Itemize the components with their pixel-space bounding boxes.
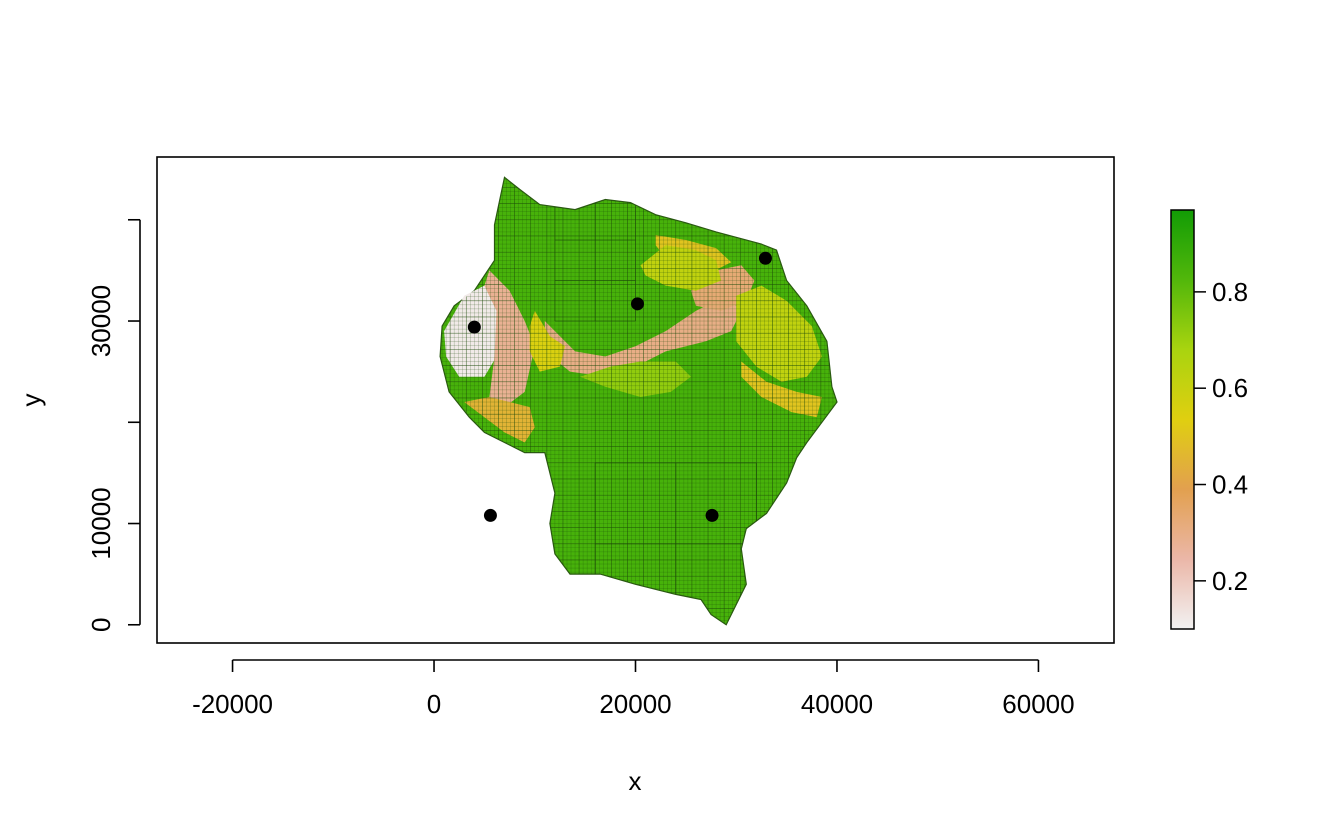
plot-frame: [156, 156, 1115, 644]
y-axis: 0 10000 30000: [86, 218, 141, 632]
legend-colorbar: [1170, 209, 1195, 630]
x-axis: -20000 0 20000 40000 60000: [192, 659, 1075, 719]
x-axis-title: x: [629, 766, 642, 796]
x-tick-label: -20000: [192, 689, 273, 719]
plot-area: [156, 156, 1115, 644]
x-tick-label: 0: [427, 689, 441, 719]
point-markers: [467, 251, 772, 522]
point-marker: [705, 508, 719, 522]
point-marker: [483, 508, 497, 522]
raster-region-8: [736, 285, 822, 382]
raster-region-7: [741, 361, 822, 418]
x-tick-label: 40000: [801, 689, 873, 719]
legend-tick-label: 0.6: [1212, 373, 1248, 403]
legend-tick-label: 0.8: [1212, 277, 1248, 307]
raster-regions: [439, 176, 838, 626]
legend-tick-label: 0.2: [1212, 566, 1248, 596]
point-marker: [631, 297, 645, 311]
point-marker: [758, 251, 772, 265]
y-tick-label: 30000: [86, 285, 116, 357]
color-legend: 0.2 0.4 0.6 0.8: [1170, 209, 1248, 630]
x-tick-label: 20000: [599, 689, 671, 719]
x-tick-label: 60000: [1002, 689, 1074, 719]
raster-region-5: [464, 397, 535, 443]
legend-tick-label: 0.4: [1212, 470, 1248, 500]
raster-region-9: [640, 245, 722, 291]
y-tick-label: 0: [86, 618, 116, 632]
y-axis-title: y: [16, 394, 46, 407]
raster-region-2: [484, 270, 535, 408]
point-marker: [467, 320, 481, 334]
y-tick-label: 10000: [86, 487, 116, 559]
